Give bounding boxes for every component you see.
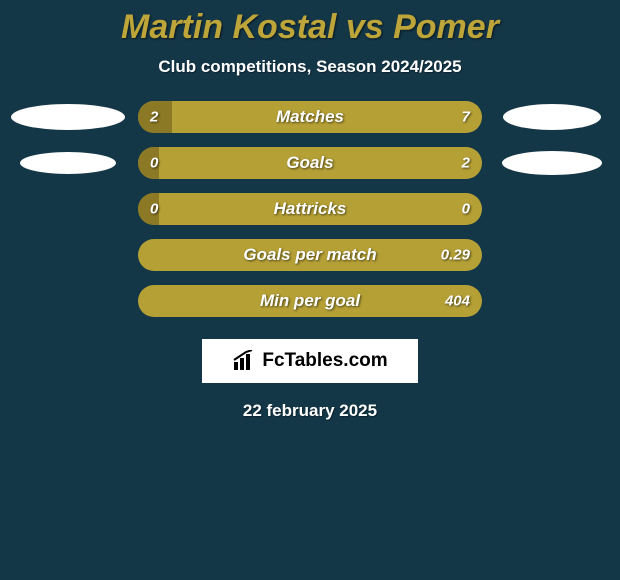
stat-label: Matches (276, 107, 344, 127)
right-side (492, 101, 612, 133)
stat-bar: Min per goal 404 (138, 285, 482, 317)
stat-value-right: 0.29 (441, 247, 470, 264)
stat-value-left: 0 (150, 155, 158, 172)
stat-bar: Matches 2 7 (138, 101, 482, 133)
stat-value-left: 2 (150, 109, 158, 126)
player-left-ellipse (11, 104, 125, 130)
stat-label: Goals per match (243, 245, 376, 265)
stat-label: Min per goal (260, 291, 360, 311)
stat-rows: Matches 2 7 Goals 0 2 Hattricks 0 0 Goals per mat… (0, 101, 620, 317)
right-side (492, 147, 612, 179)
logo-box: FcTables.com (202, 339, 418, 383)
left-side (8, 101, 128, 133)
stat-label: Hattricks (274, 199, 347, 219)
stat-row: Min per goal 404 (8, 285, 612, 317)
left-side (8, 147, 128, 179)
stat-bar: Goals per match 0.29 (138, 239, 482, 271)
stat-value-left: 0 (150, 201, 158, 218)
left-side (8, 285, 128, 317)
stat-value-right: 7 (462, 109, 470, 126)
logo-text: FcTables.com (262, 350, 387, 372)
page-title: Martin Kostal vs Pomer (0, 0, 620, 47)
stat-row: Goals 0 2 (8, 147, 612, 179)
player-right-ellipse (503, 104, 601, 130)
stat-row: Matches 2 7 (8, 101, 612, 133)
right-side (492, 239, 612, 271)
player-right-ellipse (502, 151, 602, 175)
stat-bar: Hattricks 0 0 (138, 193, 482, 225)
stat-row: Hattricks 0 0 (8, 193, 612, 225)
subtitle: Club competitions, Season 2024/2025 (0, 57, 620, 77)
player-left-ellipse (20, 152, 116, 174)
logo-chart-icon (232, 350, 258, 372)
right-side (492, 285, 612, 317)
date-text: 22 february 2025 (0, 401, 620, 421)
left-side (8, 193, 128, 225)
stat-value-right: 404 (445, 293, 470, 310)
stat-label: Goals (286, 153, 333, 173)
comparison-infographic: Martin Kostal vs Pomer Club competitions… (0, 0, 620, 580)
stat-row: Goals per match 0.29 (8, 239, 612, 271)
stat-value-right: 0 (462, 201, 470, 218)
stat-value-right: 2 (462, 155, 470, 172)
stat-bar: Goals 0 2 (138, 147, 482, 179)
right-side (492, 193, 612, 225)
left-side (8, 239, 128, 271)
